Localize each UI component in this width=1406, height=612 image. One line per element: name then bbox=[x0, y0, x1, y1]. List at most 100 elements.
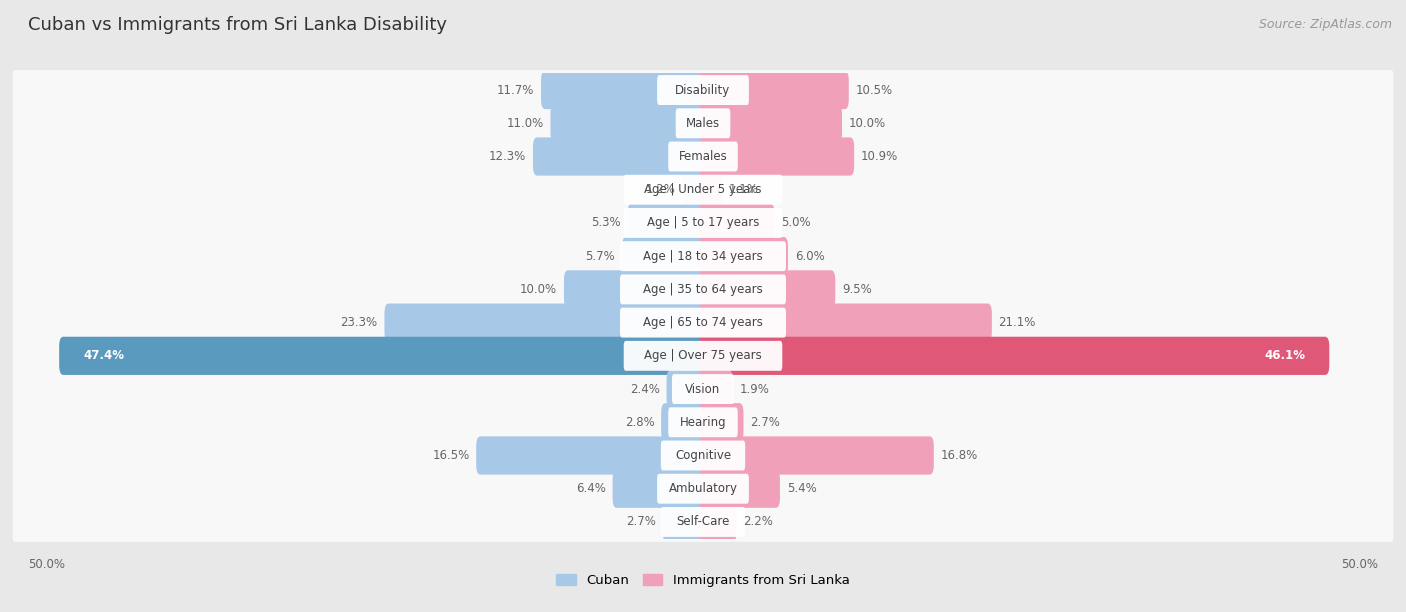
Text: Vision: Vision bbox=[685, 382, 721, 395]
Text: 50.0%: 50.0% bbox=[28, 559, 65, 572]
FancyBboxPatch shape bbox=[621, 237, 707, 275]
Text: 11.7%: 11.7% bbox=[496, 84, 534, 97]
FancyBboxPatch shape bbox=[672, 374, 734, 404]
Text: Age | Over 75 years: Age | Over 75 years bbox=[644, 349, 762, 362]
Text: 1.1%: 1.1% bbox=[728, 183, 758, 196]
FancyBboxPatch shape bbox=[657, 474, 749, 504]
FancyBboxPatch shape bbox=[668, 141, 738, 171]
Text: Cuban vs Immigrants from Sri Lanka Disability: Cuban vs Immigrants from Sri Lanka Disab… bbox=[28, 15, 447, 34]
FancyBboxPatch shape bbox=[533, 138, 707, 176]
Text: 23.3%: 23.3% bbox=[340, 316, 378, 329]
Text: 12.3%: 12.3% bbox=[489, 150, 526, 163]
Text: 1.9%: 1.9% bbox=[740, 382, 769, 395]
Text: Source: ZipAtlas.com: Source: ZipAtlas.com bbox=[1258, 18, 1392, 31]
FancyBboxPatch shape bbox=[13, 436, 1393, 476]
FancyBboxPatch shape bbox=[676, 108, 730, 138]
FancyBboxPatch shape bbox=[662, 503, 707, 541]
Legend: Cuban, Immigrants from Sri Lanka: Cuban, Immigrants from Sri Lanka bbox=[551, 569, 855, 592]
Text: Males: Males bbox=[686, 117, 720, 130]
Text: 2.7%: 2.7% bbox=[626, 515, 655, 528]
FancyBboxPatch shape bbox=[13, 469, 1393, 509]
Text: 10.5%: 10.5% bbox=[855, 84, 893, 97]
FancyBboxPatch shape bbox=[13, 336, 1393, 376]
FancyBboxPatch shape bbox=[699, 469, 780, 508]
FancyBboxPatch shape bbox=[620, 308, 786, 338]
FancyBboxPatch shape bbox=[699, 503, 737, 541]
FancyBboxPatch shape bbox=[699, 204, 775, 242]
Text: Age | 5 to 17 years: Age | 5 to 17 years bbox=[647, 217, 759, 230]
Text: Age | Under 5 years: Age | Under 5 years bbox=[644, 183, 762, 196]
FancyBboxPatch shape bbox=[384, 304, 707, 341]
FancyBboxPatch shape bbox=[699, 138, 855, 176]
Text: Age | 18 to 34 years: Age | 18 to 34 years bbox=[643, 250, 763, 263]
FancyBboxPatch shape bbox=[699, 337, 1329, 375]
FancyBboxPatch shape bbox=[668, 408, 738, 437]
FancyBboxPatch shape bbox=[13, 170, 1393, 210]
FancyBboxPatch shape bbox=[699, 403, 744, 441]
Text: Self-Care: Self-Care bbox=[676, 515, 730, 528]
Text: Age | 35 to 64 years: Age | 35 to 64 years bbox=[643, 283, 763, 296]
Text: 2.2%: 2.2% bbox=[744, 515, 773, 528]
Text: 50.0%: 50.0% bbox=[1341, 559, 1378, 572]
Text: 2.4%: 2.4% bbox=[630, 382, 659, 395]
FancyBboxPatch shape bbox=[620, 241, 786, 271]
Text: 46.1%: 46.1% bbox=[1264, 349, 1305, 362]
FancyBboxPatch shape bbox=[661, 441, 745, 471]
FancyBboxPatch shape bbox=[13, 103, 1393, 143]
FancyBboxPatch shape bbox=[699, 304, 991, 341]
FancyBboxPatch shape bbox=[13, 369, 1393, 409]
FancyBboxPatch shape bbox=[613, 469, 707, 508]
FancyBboxPatch shape bbox=[624, 175, 782, 204]
FancyBboxPatch shape bbox=[627, 204, 707, 242]
FancyBboxPatch shape bbox=[699, 436, 934, 475]
Text: 10.0%: 10.0% bbox=[520, 283, 557, 296]
FancyBboxPatch shape bbox=[661, 403, 707, 441]
FancyBboxPatch shape bbox=[699, 271, 835, 308]
FancyBboxPatch shape bbox=[657, 75, 749, 105]
Text: Ambulatory: Ambulatory bbox=[668, 482, 738, 495]
FancyBboxPatch shape bbox=[564, 271, 707, 308]
Text: 6.4%: 6.4% bbox=[576, 482, 606, 495]
Text: Disability: Disability bbox=[675, 84, 731, 97]
FancyBboxPatch shape bbox=[13, 269, 1393, 309]
Text: Females: Females bbox=[679, 150, 727, 163]
FancyBboxPatch shape bbox=[699, 237, 787, 275]
FancyBboxPatch shape bbox=[551, 104, 707, 143]
Text: Cognitive: Cognitive bbox=[675, 449, 731, 462]
FancyBboxPatch shape bbox=[624, 208, 782, 238]
FancyBboxPatch shape bbox=[541, 71, 707, 109]
FancyBboxPatch shape bbox=[699, 71, 849, 109]
Text: 5.7%: 5.7% bbox=[585, 250, 616, 263]
FancyBboxPatch shape bbox=[13, 236, 1393, 276]
Text: 10.0%: 10.0% bbox=[849, 117, 886, 130]
Text: 1.2%: 1.2% bbox=[647, 183, 676, 196]
FancyBboxPatch shape bbox=[624, 341, 782, 371]
Text: Age | 65 to 74 years: Age | 65 to 74 years bbox=[643, 316, 763, 329]
Text: 16.5%: 16.5% bbox=[432, 449, 470, 462]
FancyBboxPatch shape bbox=[13, 70, 1393, 110]
Text: 6.0%: 6.0% bbox=[794, 250, 824, 263]
FancyBboxPatch shape bbox=[683, 171, 707, 209]
Text: 11.0%: 11.0% bbox=[506, 117, 544, 130]
Text: 2.8%: 2.8% bbox=[624, 416, 654, 429]
Text: 47.4%: 47.4% bbox=[83, 349, 125, 362]
Text: 16.8%: 16.8% bbox=[941, 449, 977, 462]
FancyBboxPatch shape bbox=[666, 370, 707, 408]
Text: 2.7%: 2.7% bbox=[751, 416, 780, 429]
Text: 10.9%: 10.9% bbox=[860, 150, 898, 163]
FancyBboxPatch shape bbox=[13, 136, 1393, 176]
FancyBboxPatch shape bbox=[699, 104, 842, 143]
Text: 5.0%: 5.0% bbox=[782, 217, 811, 230]
FancyBboxPatch shape bbox=[477, 436, 707, 475]
FancyBboxPatch shape bbox=[59, 337, 707, 375]
Text: 5.4%: 5.4% bbox=[787, 482, 817, 495]
FancyBboxPatch shape bbox=[13, 303, 1393, 343]
FancyBboxPatch shape bbox=[620, 274, 786, 304]
FancyBboxPatch shape bbox=[13, 502, 1393, 542]
FancyBboxPatch shape bbox=[699, 171, 721, 209]
FancyBboxPatch shape bbox=[13, 203, 1393, 243]
FancyBboxPatch shape bbox=[661, 507, 745, 537]
Text: 9.5%: 9.5% bbox=[842, 283, 872, 296]
Text: 5.3%: 5.3% bbox=[591, 217, 620, 230]
FancyBboxPatch shape bbox=[13, 402, 1393, 442]
